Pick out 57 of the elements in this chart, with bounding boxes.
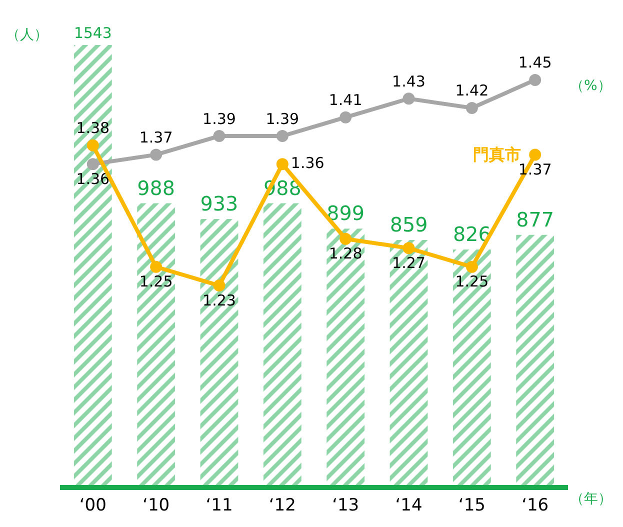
point — [466, 260, 478, 273]
data-label: 899 — [326, 202, 365, 226]
x-tick-label: ‘10 — [142, 495, 170, 516]
x-tick-label: ‘11 — [206, 495, 233, 516]
bar — [74, 45, 112, 485]
point — [276, 130, 288, 142]
x-tick-label: ‘16 — [522, 495, 549, 516]
point — [340, 111, 352, 124]
data-label: 877 — [516, 208, 554, 232]
point — [529, 148, 542, 161]
data-label: 1.28 — [328, 244, 362, 263]
data-label: 988 — [137, 176, 176, 200]
point — [529, 74, 542, 86]
point — [86, 158, 99, 170]
point — [150, 260, 162, 273]
bar — [200, 218, 238, 485]
x-axis-title: （年） — [570, 491, 612, 507]
y2-axis-title: （%） — [570, 78, 612, 94]
data-label: 1.23 — [202, 291, 236, 310]
bar — [516, 234, 554, 485]
data-label: 1.43 — [392, 72, 426, 90]
data-label: 933 — [200, 192, 238, 216]
bar — [390, 240, 428, 485]
data-label: 1.25 — [139, 272, 173, 291]
bar — [263, 203, 302, 485]
data-label: 1.38 — [76, 119, 110, 138]
point — [213, 280, 226, 292]
bar — [326, 228, 365, 485]
data-label: 1.39 — [266, 110, 300, 128]
data-label: 1.41 — [328, 91, 362, 110]
point — [86, 139, 99, 152]
point — [276, 158, 288, 170]
data-label: 1.27 — [392, 254, 426, 272]
data-label: 1.42 — [455, 82, 489, 100]
data-label: 1.36 — [290, 154, 324, 172]
point — [150, 148, 162, 161]
data-label: 1.45 — [518, 54, 552, 72]
data-label: 1.37 — [139, 128, 173, 146]
x-tick-label: ‘12 — [268, 495, 296, 516]
data-label: 1543 — [74, 24, 112, 42]
data-label: 1.25 — [455, 272, 489, 291]
data-label: 1.36 — [76, 170, 110, 188]
point — [466, 102, 478, 114]
x-tick-label: ‘15 — [458, 495, 486, 516]
point — [402, 242, 415, 254]
x-tick-label: ‘00 — [79, 495, 106, 516]
point — [402, 92, 415, 105]
point — [213, 130, 226, 142]
y-axis-title: （人） — [6, 27, 48, 43]
data-label: 1.39 — [202, 110, 236, 128]
data-label: 859 — [390, 214, 428, 237]
x-tick-label: ‘13 — [332, 495, 360, 516]
x-tick-label: ‘14 — [395, 495, 422, 516]
bar — [452, 249, 491, 485]
series-label: 門真市 — [473, 145, 521, 164]
bar — [137, 203, 176, 485]
point — [340, 232, 352, 245]
